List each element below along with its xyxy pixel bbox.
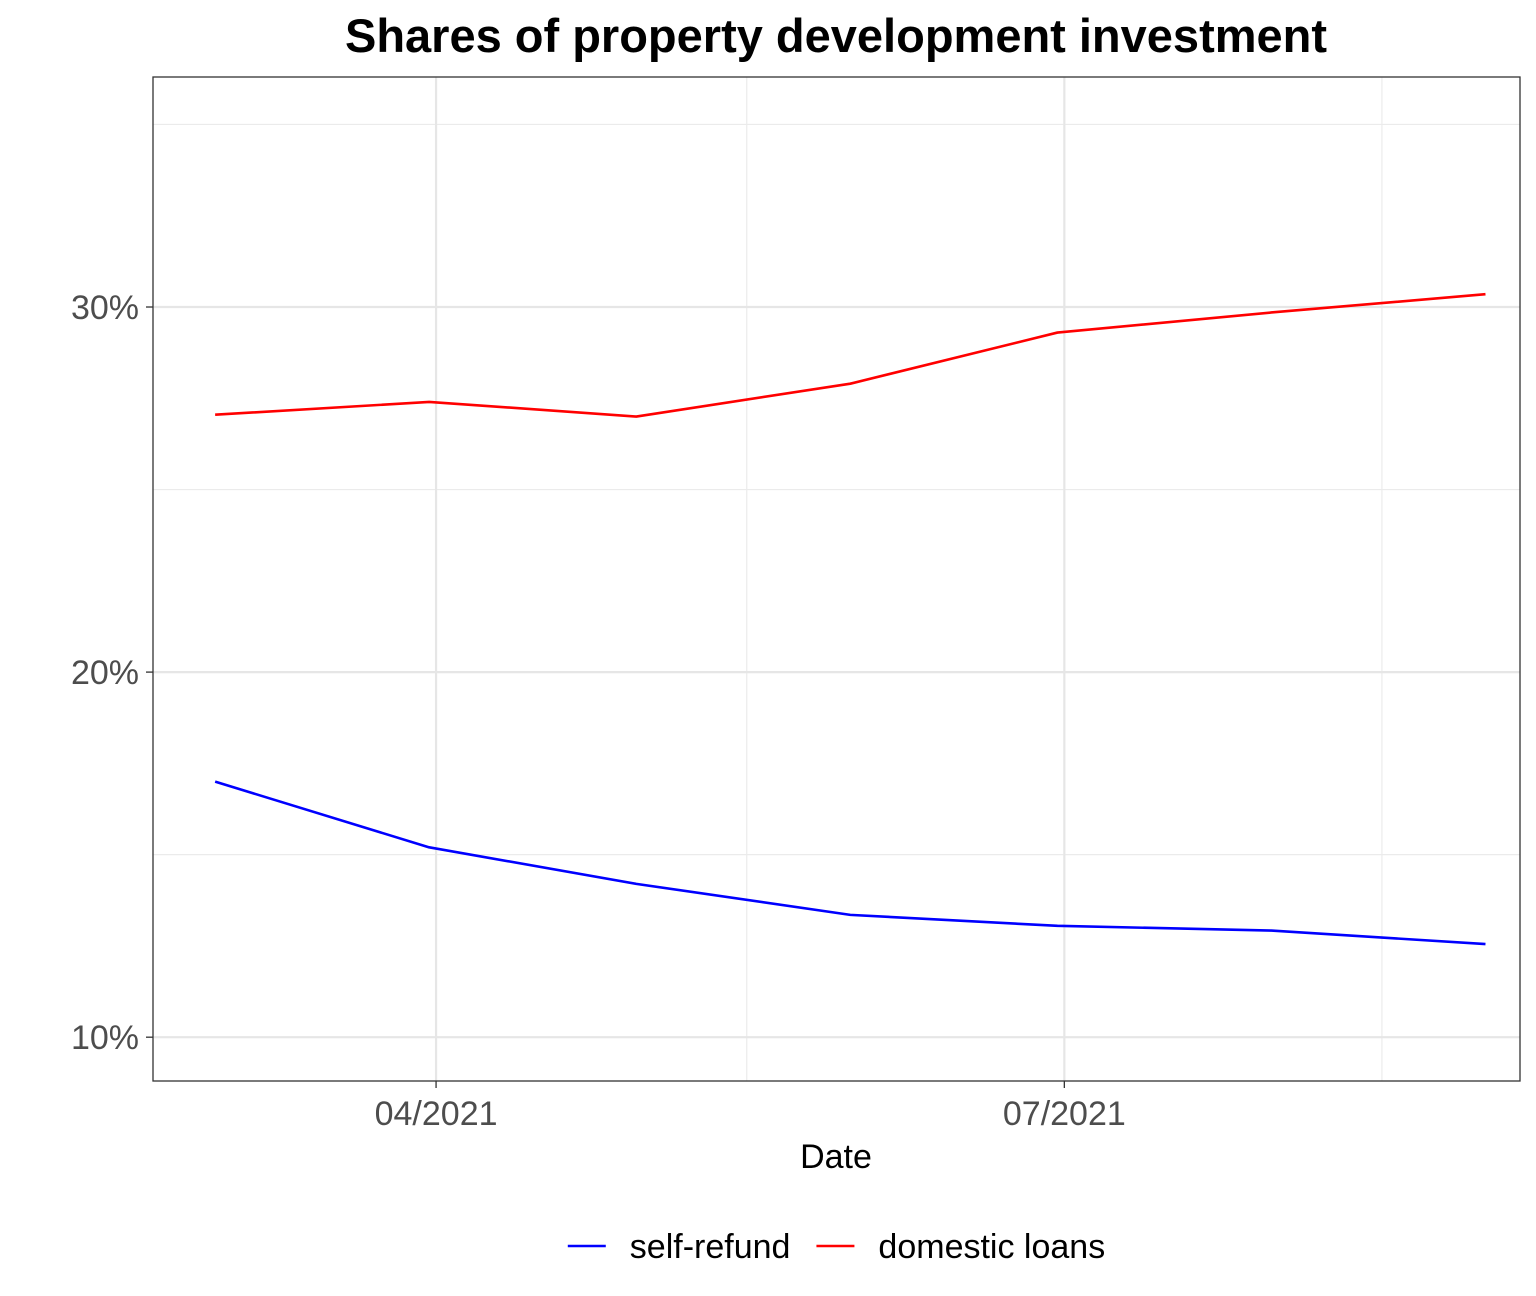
- legend-label-self-refund: self-refund: [630, 1228, 791, 1266]
- y-tick-label: 30%: [71, 289, 139, 327]
- plot-area: [153, 77, 1520, 1081]
- x-tick-label: 04/2021: [375, 1095, 498, 1133]
- series-lines: [214, 292, 1486, 946]
- y-tick-label: 20%: [71, 654, 139, 692]
- minor-gridlines: [153, 77, 1520, 1081]
- series-line-self-refund: [214, 780, 1486, 946]
- series-line-domestic-loans: [215, 292, 1486, 418]
- x-tick-label: 07/2021: [1003, 1095, 1126, 1133]
- legend-label-domestic-loans: domestic loans: [878, 1228, 1105, 1266]
- y-tick-label: 10%: [71, 1019, 139, 1057]
- x-axis: 04/2021 07/2021: [375, 1081, 1126, 1133]
- legend: self-refund domestic loans: [567, 1228, 1105, 1266]
- major-gridlines: [153, 77, 1520, 1081]
- y-axis: 10% 20% 30%: [71, 289, 153, 1057]
- plot-border: [152, 76, 1521, 1082]
- chart-title: Shares of property development investmen…: [345, 9, 1327, 62]
- x-axis-title: Date: [800, 1138, 872, 1176]
